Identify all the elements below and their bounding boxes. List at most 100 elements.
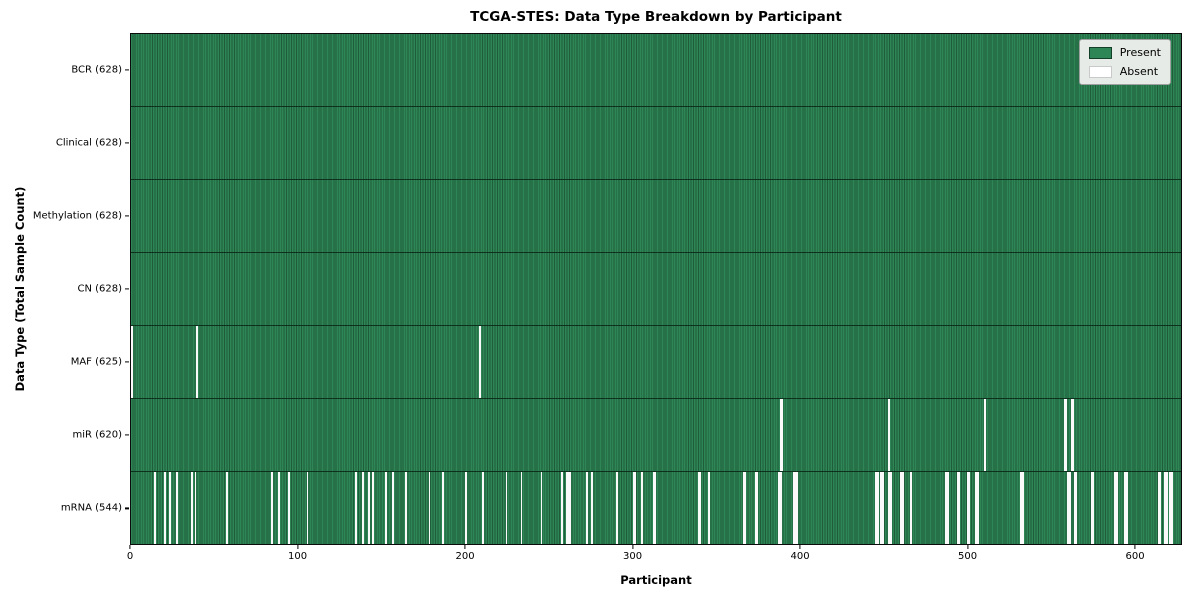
absent-stripe bbox=[910, 472, 912, 544]
absent-stripe bbox=[779, 399, 782, 471]
legend-entry-present: Present bbox=[1088, 46, 1161, 59]
absent-stripe bbox=[778, 472, 780, 544]
y-tick-label-Clinical: Clinical (628) bbox=[55, 137, 122, 149]
absent-stripe bbox=[632, 472, 635, 544]
absent-stripe bbox=[1065, 399, 1068, 471]
absent-stripe bbox=[956, 472, 959, 544]
absent-stripe bbox=[196, 326, 199, 398]
x-axis-label: Participant bbox=[620, 573, 692, 587]
absent-stripe bbox=[754, 472, 757, 544]
x-tick-label-300: 300 bbox=[623, 551, 643, 562]
absent-stripe bbox=[1157, 472, 1160, 544]
absent-stripe bbox=[1075, 472, 1078, 544]
absent-stripe bbox=[565, 472, 568, 544]
absent-stripe bbox=[1164, 472, 1167, 544]
absent-stripe bbox=[361, 472, 364, 544]
legend-absent-swatch bbox=[1088, 65, 1112, 78]
x-tick-label-100: 100 bbox=[287, 551, 308, 562]
absent-stripe bbox=[1159, 472, 1162, 544]
absent-stripe bbox=[901, 472, 904, 544]
absent-stripe bbox=[615, 472, 618, 544]
absent-stripe bbox=[654, 472, 657, 544]
absent-stripe bbox=[1124, 472, 1126, 544]
absent-stripe bbox=[385, 472, 387, 544]
y-tick-label-Methylation: Methylation (628) bbox=[32, 210, 122, 222]
x-tick-mark bbox=[129, 545, 131, 549]
absent-stripe bbox=[441, 472, 444, 544]
absent-stripe bbox=[1125, 472, 1128, 544]
absent-stripe bbox=[699, 472, 702, 544]
absent-stripe bbox=[756, 472, 759, 544]
y-tick-label-CN: CN (628) bbox=[77, 283, 122, 295]
absent-stripe bbox=[176, 472, 178, 544]
absent-stripe bbox=[975, 472, 978, 544]
absent-stripe bbox=[1070, 399, 1073, 471]
absent-stripe bbox=[794, 472, 797, 544]
absent-stripe bbox=[634, 472, 637, 544]
absent-stripe bbox=[652, 472, 655, 544]
absent-stripe bbox=[271, 472, 274, 544]
absent-stripe bbox=[876, 472, 879, 544]
absent-stripe bbox=[781, 399, 784, 471]
absent-stripe bbox=[779, 472, 782, 544]
absent-stripe bbox=[169, 472, 172, 544]
x-tick-label-200: 200 bbox=[455, 551, 475, 562]
y-tick-mark bbox=[124, 215, 129, 217]
absent-stripe bbox=[288, 472, 290, 544]
absent-stripe bbox=[958, 472, 961, 544]
y-tick-label-mRNA: mRNA (544) bbox=[60, 502, 122, 514]
absent-stripe bbox=[465, 472, 468, 544]
y-tick-mark bbox=[124, 68, 129, 71]
heatmap-row-mRNA bbox=[131, 471, 1181, 544]
absent-stripe bbox=[405, 472, 408, 544]
absent-stripe bbox=[569, 472, 571, 544]
absent-stripe bbox=[590, 472, 593, 544]
absent-stripe bbox=[478, 326, 481, 398]
absent-stripe bbox=[164, 472, 167, 544]
absent-stripe bbox=[977, 472, 979, 544]
heatmap-row-MAF bbox=[131, 325, 1181, 398]
absent-stripe bbox=[890, 472, 892, 544]
legend-entry-absent: Absent bbox=[1088, 65, 1161, 78]
y-tick-label-MAF: MAF (625) bbox=[70, 356, 122, 368]
x-tick-mark bbox=[631, 545, 634, 549]
absent-stripe bbox=[368, 472, 371, 544]
heatmap-row-CN bbox=[131, 252, 1181, 325]
absent-stripe bbox=[968, 472, 971, 544]
y-tick-label-BCR: BCR (628) bbox=[71, 64, 122, 76]
absent-stripe bbox=[1022, 472, 1024, 544]
absent-stripe bbox=[191, 472, 194, 544]
absent-stripe bbox=[881, 472, 884, 544]
absent-stripe bbox=[1068, 472, 1071, 544]
absent-stripe bbox=[945, 472, 948, 544]
absent-stripe bbox=[697, 472, 700, 544]
absent-stripe bbox=[154, 472, 157, 544]
absent-stripe bbox=[505, 472, 508, 544]
absent-stripe bbox=[1073, 472, 1076, 544]
absent-stripe bbox=[744, 472, 747, 544]
x-tick-mark bbox=[296, 545, 299, 549]
heatmap-row-Clinical bbox=[131, 106, 1181, 179]
y-tick-mark bbox=[124, 507, 129, 510]
absent-stripe bbox=[306, 472, 309, 544]
absent-stripe bbox=[585, 472, 588, 544]
x-tick-mark bbox=[799, 545, 801, 549]
absent-stripe bbox=[1169, 472, 1172, 544]
x-tick-label-500: 500 bbox=[958, 551, 978, 562]
heatmap-row-BCR bbox=[131, 34, 1181, 106]
absent-stripe bbox=[888, 472, 891, 544]
x-tick-mark bbox=[1134, 545, 1136, 549]
heatmap-row-miR bbox=[131, 398, 1181, 471]
absent-stripe bbox=[875, 472, 877, 544]
absent-stripe bbox=[226, 472, 229, 544]
legend-present-label: Present bbox=[1119, 46, 1161, 59]
absent-stripe bbox=[355, 472, 357, 544]
y-tick-mark bbox=[124, 142, 129, 144]
absent-stripe bbox=[1165, 472, 1168, 544]
absent-stripe bbox=[1090, 472, 1093, 544]
legend-present-swatch bbox=[1088, 46, 1112, 59]
x-tick-label-0: 0 bbox=[126, 551, 134, 562]
absent-stripe bbox=[707, 472, 710, 544]
y-tick-mark bbox=[124, 361, 129, 363]
absent-stripe bbox=[1072, 399, 1075, 471]
